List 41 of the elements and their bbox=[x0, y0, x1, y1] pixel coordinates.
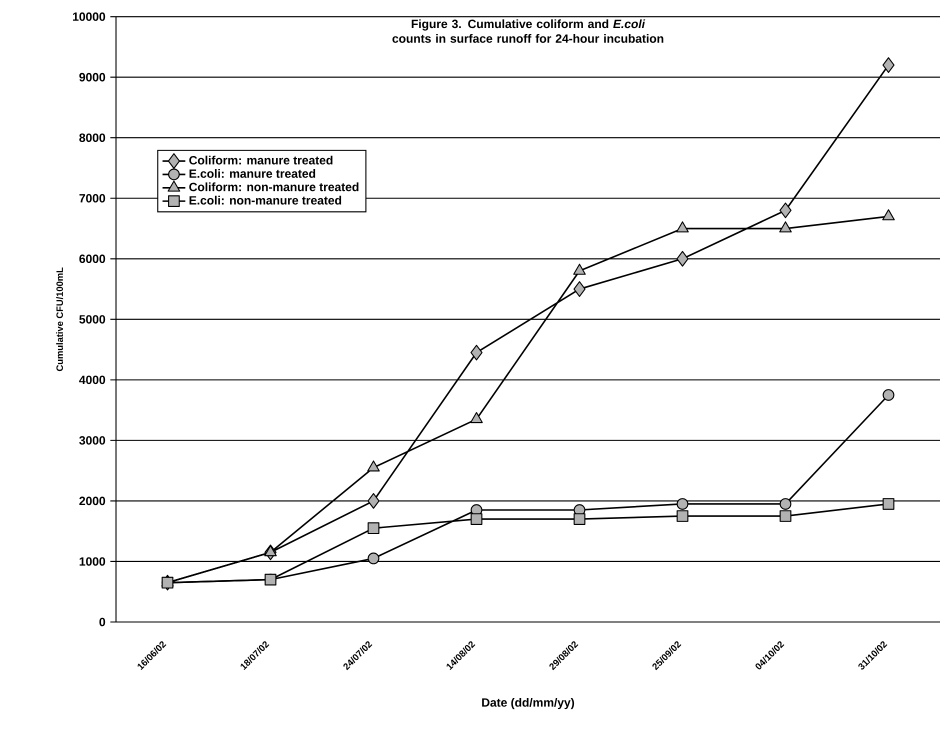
y-tick-label: 4000 bbox=[79, 376, 106, 384]
y-tick-label: 9000 bbox=[79, 72, 106, 82]
legend-label: E.coli: manure treated bbox=[190, 169, 316, 178]
point bbox=[470, 412, 483, 424]
y-tick-label: 10000 bbox=[72, 12, 106, 21]
text: Figure 3. Cumulative coliform and E.coli counts in surface runoff for 24-hour incubation bbox=[392, 19, 664, 43]
y-tick-label: 3000 bbox=[79, 436, 106, 445]
y-tick-label: 6000 bbox=[79, 254, 106, 264]
x-axis-title: Date (dd/mm/yy) bbox=[482, 698, 574, 710]
point bbox=[264, 574, 276, 586]
point bbox=[162, 576, 174, 589]
point bbox=[470, 344, 483, 360]
y-tick-label: 0 bbox=[99, 618, 106, 626]
point bbox=[470, 513, 482, 525]
point bbox=[368, 552, 380, 564]
point bbox=[780, 510, 792, 522]
point bbox=[367, 493, 380, 509]
y-tick-label: 7000 bbox=[79, 194, 106, 203]
point bbox=[573, 281, 586, 297]
point bbox=[676, 250, 689, 267]
point bbox=[676, 498, 688, 510]
legend-label: Coliform: manure treated bbox=[189, 156, 332, 165]
point bbox=[780, 498, 792, 510]
legend-label: Coliform: non-manure treated bbox=[189, 182, 358, 192]
point bbox=[882, 57, 895, 73]
point bbox=[574, 513, 586, 525]
point bbox=[882, 389, 894, 401]
point bbox=[882, 498, 894, 510]
y-tick-label: 1000 bbox=[80, 557, 106, 566]
point bbox=[368, 522, 380, 534]
point bbox=[882, 209, 895, 220]
y-axis-title: Cumulative CFU/100mL bbox=[56, 268, 64, 372]
point bbox=[779, 221, 792, 232]
point bbox=[676, 510, 688, 522]
legend-label: E.coli: non-manure treated bbox=[190, 196, 342, 205]
y-tick-label: 5000 bbox=[79, 315, 106, 324]
point bbox=[779, 202, 792, 218]
y-tick-label: 2000 bbox=[79, 496, 106, 506]
point bbox=[676, 221, 689, 232]
y-tick-label: 8000 bbox=[79, 133, 106, 142]
point bbox=[573, 264, 586, 275]
